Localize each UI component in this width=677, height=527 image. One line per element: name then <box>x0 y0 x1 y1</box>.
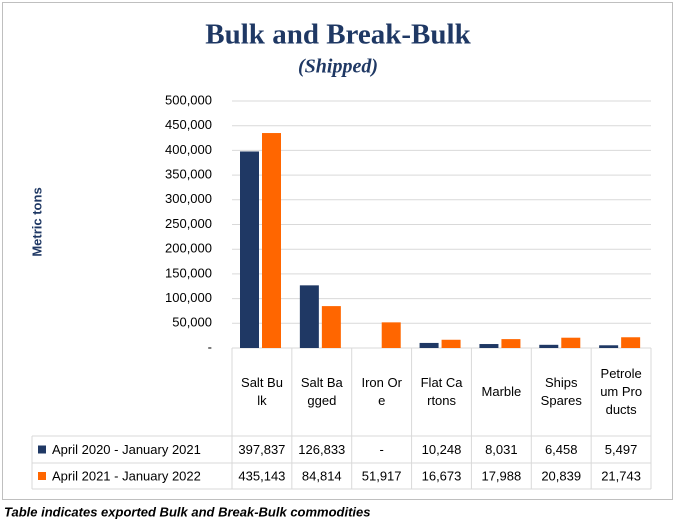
x-tick-label: Flat Cartons <box>420 374 463 408</box>
bar <box>621 337 641 348</box>
y-tick-label: 150,000 <box>165 265 212 280</box>
bar <box>479 344 499 348</box>
table-value: 17,988 <box>481 468 521 483</box>
y-tick-label: 200,000 <box>165 241 212 256</box>
category-cell: Flat Cartons <box>420 374 463 408</box>
x-tick-label: Petroleum Products <box>600 365 643 418</box>
legend-swatch <box>38 472 46 480</box>
bar <box>299 285 319 348</box>
y-axis-label: Metric tons <box>29 187 44 256</box>
table-value: 10,248 <box>422 442 462 457</box>
table-value: 6,458 <box>545 442 578 457</box>
y-tick-label: 400,000 <box>165 142 212 157</box>
x-tick-label: Salt Bagged <box>300 374 343 408</box>
category-cell: Iron Ore <box>361 374 402 408</box>
y-tick-label: 100,000 <box>165 290 212 305</box>
category-cell: Petroleum Products <box>600 365 643 418</box>
bar <box>262 133 281 348</box>
table-value: 397,837 <box>238 442 285 457</box>
category-cell: Marble <box>481 383 522 399</box>
y-tick-label: 50,000 <box>172 315 212 330</box>
category-cell: Salt Bulk <box>241 374 283 408</box>
table-value: 5,497 <box>605 442 638 457</box>
bar <box>321 306 341 348</box>
x-tick-label: Ships Spares <box>540 374 582 408</box>
bar <box>539 344 559 348</box>
table-value: - <box>379 442 383 457</box>
legend-label: April 2020 - January 2021 <box>52 442 201 457</box>
y-tick-label: - <box>208 339 212 354</box>
y-tick-label: 350,000 <box>165 167 212 182</box>
legend-label: April 2021 - January 2022 <box>52 468 201 483</box>
table-value: 51,917 <box>362 468 402 483</box>
table-value: 126,833 <box>298 442 345 457</box>
caption: Table indicates exported Bulk and Break-… <box>4 504 371 519</box>
category-cell: Ships Spares <box>540 374 582 408</box>
chart-subtitle: (Shipped) <box>298 56 378 78</box>
bar <box>599 345 619 348</box>
chart-border <box>2 2 673 500</box>
table-value: 435,143 <box>238 468 285 483</box>
category-cell: Salt Bagged <box>300 374 343 408</box>
legend-swatch <box>38 445 46 454</box>
y-tick-label: 300,000 <box>165 191 212 206</box>
table-value: 16,673 <box>422 468 462 483</box>
table-value: 21,743 <box>601 468 641 483</box>
bar <box>240 151 259 348</box>
chart-title: Bulk and Break-Bulk <box>205 19 471 51</box>
x-tick-label: Iron Ore <box>361 374 402 408</box>
table-value: 8,031 <box>485 442 518 457</box>
table-value: 84,814 <box>302 468 342 483</box>
bar <box>419 342 439 348</box>
x-tick-label: Salt Bulk <box>241 374 283 408</box>
x-tick-label: Marble <box>481 383 522 399</box>
bar <box>561 337 581 348</box>
y-tick-label: 500,000 <box>165 92 212 107</box>
y-tick-label: 250,000 <box>165 216 212 231</box>
table-value: 20,839 <box>541 468 581 483</box>
bar <box>441 339 461 348</box>
bar <box>381 322 401 348</box>
y-tick-label: 450,000 <box>165 117 212 132</box>
bar <box>501 339 521 348</box>
